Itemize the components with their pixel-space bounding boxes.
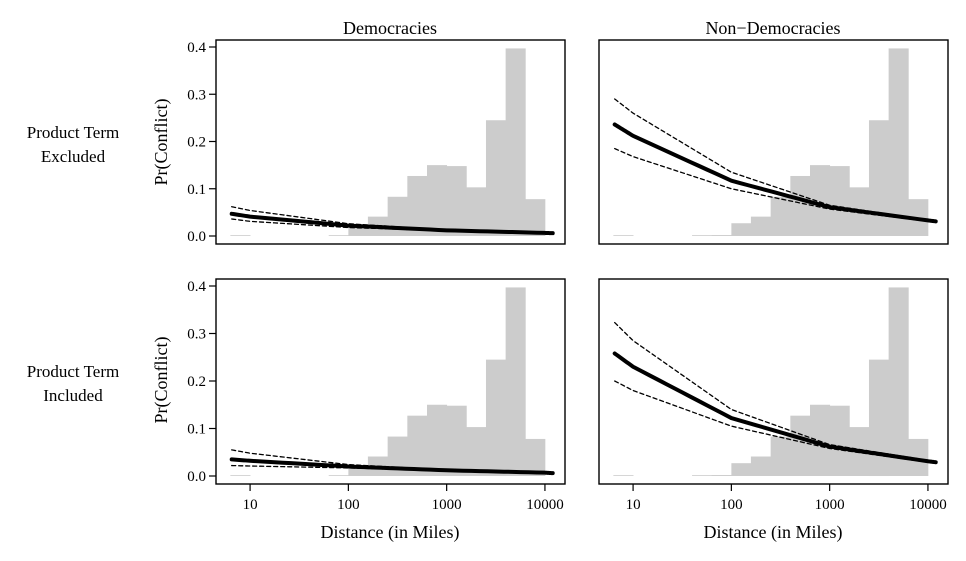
histogram-bar (829, 166, 850, 236)
histogram-bar (810, 404, 831, 476)
histogram-bar (485, 120, 507, 236)
histogram-bar (348, 226, 369, 236)
upper-bound-curve (614, 321, 937, 462)
histogram-bar (525, 438, 546, 476)
y-tick-label: 0.2 (187, 374, 206, 390)
panel-frame (598, 39, 949, 245)
histogram-bar (348, 466, 369, 476)
panel-grid: 0.00.10.20.30.40.00.10.20.30.410 100 1000 1… (187, 39, 949, 513)
histogram-bar (692, 235, 713, 236)
panel-nondem-excluded (598, 39, 949, 245)
y-tick-label: 0.1 (187, 182, 206, 198)
x-tick-label: 10 (626, 497, 641, 513)
row-label-excluded-line2: Excluded (41, 147, 106, 166)
histogram-bar (770, 196, 791, 236)
histogram-bar (525, 199, 546, 236)
col-title-democracies: Democracies (343, 18, 437, 38)
histogram-bar (387, 436, 408, 476)
histogram-bar (328, 235, 349, 236)
histogram-bar (230, 235, 251, 236)
y-tick-label: 0.3 (187, 327, 206, 343)
histogram-bar (731, 463, 752, 476)
histogram-bar (505, 287, 526, 476)
histogram-bar (868, 120, 890, 236)
upper-bound-curve (231, 449, 554, 474)
histogram-bar (613, 475, 634, 476)
histogram-bar (810, 165, 831, 237)
histogram-bar (427, 404, 448, 476)
lower-bound-curve (231, 218, 554, 235)
lower-bound-curve (614, 380, 937, 464)
upper-bound-curve (614, 98, 937, 222)
histogram-bar (908, 438, 929, 476)
lower-bound-curve (231, 464, 554, 475)
panel-frame (598, 278, 949, 485)
histogram-bar (750, 216, 772, 236)
histogram-bar (790, 415, 811, 476)
x-tick-label: 10000 (526, 497, 564, 513)
panel-dem-excluded: 0.0 0.1 0.2 0.3 0.4 (187, 39, 566, 245)
row-label-excluded-line1: Product Term (27, 123, 119, 142)
histogram-bar (485, 359, 507, 477)
histogram-bar (505, 48, 526, 236)
estimate-curve (612, 351, 938, 465)
histogram-bar (466, 187, 487, 236)
estimate-curve (612, 122, 938, 224)
y-tick-label: 0.3 (187, 87, 206, 103)
histogram-bar (466, 427, 487, 476)
x-tick-label: 100 (337, 497, 360, 513)
histogram-bar (613, 235, 634, 236)
histogram-bar (692, 475, 713, 476)
histogram-bar (446, 166, 467, 236)
histogram-bar (711, 235, 732, 236)
lower-bound-curve (614, 147, 937, 223)
histogram-bar (790, 175, 811, 236)
y-tick-label: 0.4 (187, 40, 206, 56)
y-tick-label: 0.0 (187, 229, 206, 245)
y-tick-label: 0.0 (187, 469, 206, 485)
histogram-bar (407, 415, 428, 476)
histogram-bar (230, 475, 251, 476)
histogram-bar (427, 165, 448, 237)
y-tick-label: 0.2 (187, 135, 206, 151)
y-axis-title-bottom: Pr(Conflict) (151, 337, 172, 424)
panel-dem-included: 0.0 0.1 0.2 0.3 0.4 10 100 1000 10000 (187, 278, 566, 513)
histogram-bar (407, 175, 428, 236)
y-axis-title-top: Pr(Conflict) (151, 99, 172, 186)
col-title-non-democracies: Non−Democracies (705, 18, 840, 38)
x-tick-label: 10 (243, 497, 258, 513)
x-tick-label: 100 (720, 497, 743, 513)
row-label-included-line1: Product Term (27, 362, 119, 381)
y-tick-label: 0.1 (187, 422, 206, 438)
x-tick-label: 1000 (815, 497, 845, 513)
upper-bound-curve (231, 206, 554, 234)
panel-nondem-included: 10 100 1000 10000 (598, 278, 949, 513)
histogram-bar (711, 475, 732, 476)
histogram-bar (868, 359, 890, 477)
x-tick-label: 1000 (432, 497, 462, 513)
row-label-included-line2: Included (43, 386, 103, 405)
histogram-bar (446, 405, 467, 476)
x-axis-title-right: Distance (in Miles) (704, 522, 843, 543)
histogram-bar (888, 48, 909, 236)
x-axis-title-left: Distance (in Miles) (321, 522, 460, 543)
histogram-bar (731, 223, 752, 236)
histogram-bar (770, 436, 791, 476)
histogram-bar (888, 287, 909, 476)
histogram-bar (750, 456, 772, 476)
histogram-bar (328, 475, 349, 476)
x-tick-label: 10000 (909, 497, 947, 513)
y-tick-label: 0.4 (187, 279, 206, 295)
histogram-bar (829, 405, 850, 476)
